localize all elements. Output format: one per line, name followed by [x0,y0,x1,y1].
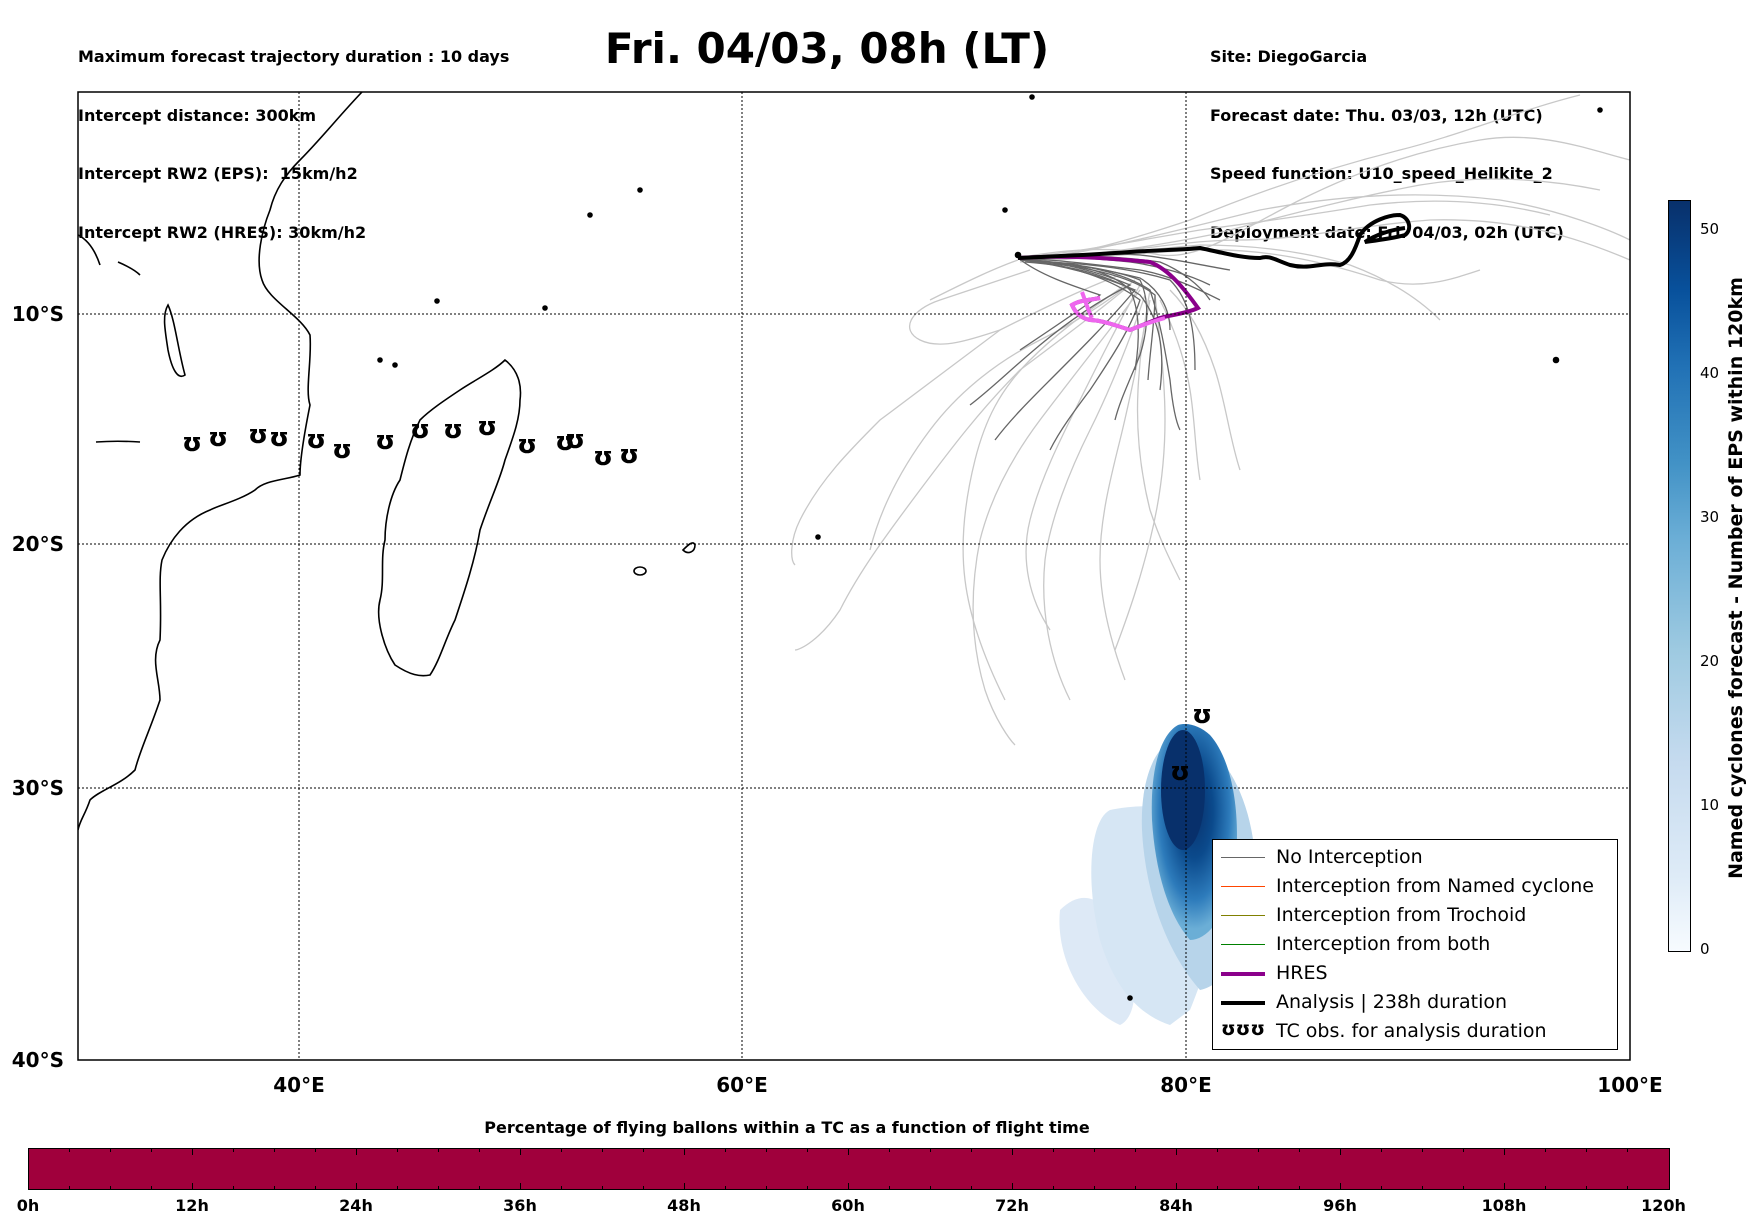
tc-obs-marker: ʊ [593,442,613,472]
legend-label: TC obs. for analysis duration [1276,1020,1547,1042]
colorbar-tick: 120h [1641,1196,1686,1215]
tc-obs-marker: ʊ [517,430,537,460]
colorbar-tick: 108h [1481,1196,1527,1215]
legend-swatch [1221,944,1265,945]
tc-observation-markers: ʊ ʊ ʊ ʊ ʊ ʊ ʊ ʊ ʊ ʊ ʊ ʊ ʊ ʊ ʊ ʊ ʊ [182,412,1212,787]
legend-swatch [1221,972,1265,976]
header-left-line: Maximum forecast trajectory duration : 1… [78,47,510,66]
lon-label: 80°E [1160,1073,1212,1097]
header-right-info: Site: DiegoGarcia Forecast date: Thu. 03… [1210,8,1564,262]
colorbar-tick: 60h [831,1196,865,1215]
legend-label: Interception from Trochoid [1276,904,1527,926]
lon-label: 60°E [716,1073,768,1097]
header-left-line: Intercept RW2 (EPS): 15km/h2 [78,164,358,183]
colorbar-tick: 48h [667,1196,701,1215]
legend-item: Interception from Trochoid [1213,902,1617,931]
tc-obs-marker: ʊ [1192,700,1212,730]
tc-obs-marker: ʊ [306,425,326,455]
legend-label: HRES [1276,962,1328,984]
colorbar-tick: 0h [16,1196,40,1215]
colorbar-tick: 84h [1159,1196,1193,1215]
legend-label: Interception from both [1276,933,1491,955]
eps-trajectories-faded [791,94,1630,746]
tc-obs-marker: ʊ [565,425,585,455]
legend-swatch [1221,886,1265,887]
lon-label: 100°E [1597,1073,1663,1097]
flight-time-colorbar-ticks [69,1149,1628,1189]
colorbar-tick: 20 [1700,652,1720,670]
analysis-trajectory [1017,212,1412,269]
colorbar-tick: 72h [995,1196,1029,1215]
lat-label: 20°S [11,532,64,556]
colorbar-tick: 50 [1700,220,1720,238]
tc-obs-marker: ʊ [1170,757,1190,787]
legend-swatch [1221,1001,1265,1005]
tc-obs-marker: ʊ [332,435,352,465]
colorbar-tick: 36h [503,1196,537,1215]
colorbar-tick: 12h [175,1196,209,1215]
legend-item: No Interception [1213,844,1617,873]
map-legend: No Interception Interception from Named … [1212,839,1618,1050]
legend-item: Interception from both [1213,931,1617,960]
tc-obs-marker: ʊ [477,412,497,442]
map-frame [77,91,1631,1061]
tc-obs-marker: ʊ [410,415,430,445]
legend-label: No Interception [1276,846,1423,868]
map-title: Fri. 04/03, 08h (LT) [604,24,1050,73]
lat-label: 40°S [11,1048,64,1072]
header-right-line: Deployment date: Fri. 04/03, 02h (UTC) [1210,222,1564,242]
legend-label: Interception from Named cyclone [1276,875,1594,897]
legend-swatch [1221,915,1265,916]
legend-item: ʊʊʊ TC obs. for analysis duration [1213,1018,1617,1047]
lat-label: 10°S [11,302,64,326]
header-right-line: Site: DiegoGarcia [1210,47,1368,66]
legend-item: Interception from Named cyclone [1213,873,1617,902]
tc-obs-marker: ʊ [182,428,202,458]
tc-obs-marker: ʊ [248,420,268,450]
header-left-line: Intercept distance: 300km [78,105,317,125]
tc-obs-marker: ʊ [269,423,289,453]
tc-obs-marker: ʊ [555,427,575,457]
tc-obs-marker: ʊ [619,440,639,470]
legend-item: Analysis | 238h duration [1213,989,1617,1018]
colorbar-tick: 40 [1700,364,1720,382]
flight-time-colorbar-title: Percentage of flying ballons within a TC… [484,1118,1090,1137]
colorbar-tick: 24h [339,1196,373,1215]
map-grid [78,92,1630,1060]
colorbar-tick: 0 [1700,940,1710,958]
eps-count-colorbar [1668,200,1691,952]
tc-obs-marker: ʊ [375,426,395,456]
colorbar-tick: 96h [1323,1196,1357,1215]
tc-obs-marker: ʊ [208,423,228,453]
legend-label: Analysis | 238h duration [1276,991,1508,1013]
legend-swatch [1221,857,1265,858]
hres-trajectory [1017,254,1202,333]
lat-label: 30°S [11,776,64,800]
header-left-line: Intercept RW2 (HRES): 30km/h2 [78,222,367,242]
legend-item: HRES [1213,960,1617,989]
tc-obs-marker: ʊ [443,415,463,445]
coastlines [78,92,1603,1001]
colorbar-title: Named cyclones forecast - Number of EPS … [1725,277,1747,879]
tc-obs-symbols: ʊʊʊ [1221,1018,1266,1040]
lon-label: 40°E [273,1073,325,1097]
header-left-info: Maximum forecast trajectory duration : 1… [78,8,509,262]
colorbar-tick: 30 [1700,508,1720,526]
colorbar-tick: 10 [1700,796,1720,814]
header-right-line: Forecast date: Thu. 03/03, 12h (UTC) [1210,105,1543,125]
